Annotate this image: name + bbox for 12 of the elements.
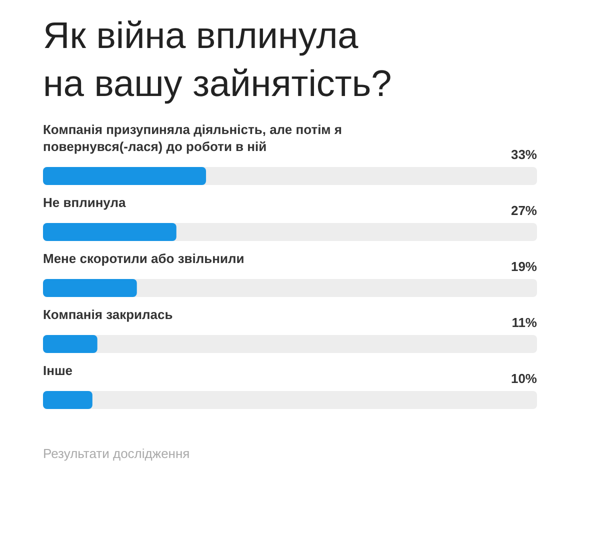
y-tick-label: Не вплинула — [43, 195, 126, 210]
text: Результати дослідження — [42, 446, 191, 461]
data-label: 19% — [510, 259, 538, 274]
y-tick-label: Інше — [43, 363, 73, 378]
data-label: 33% — [510, 147, 538, 162]
data-label: 11% — [512, 315, 538, 330]
y-tick-label: Компанія закрилась — [43, 307, 173, 322]
data-label: 27% — [510, 203, 538, 218]
y-tick-label: Компанія призупиняла діяльність, але потім я повернувся(-лася) до роботи в ній — [43, 122, 342, 154]
chart-title: Як війна вплинула на вашу зайнятість? — [42, 14, 393, 106]
y-tick-label: Мене скоротили або звільнили — [43, 251, 244, 266]
data-label: 10% — [510, 371, 538, 386]
